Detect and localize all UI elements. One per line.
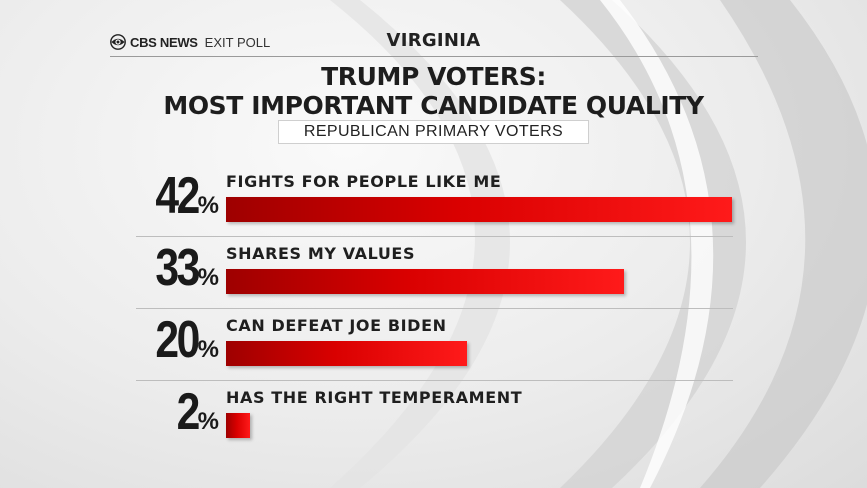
percent-sign: % (197, 192, 219, 219)
brand-suffix: EXIT POLL (204, 34, 271, 50)
brand-name: CBS NEWS (130, 34, 198, 50)
value-number: 42 (155, 167, 200, 225)
row-divider (136, 308, 733, 309)
bar (226, 197, 732, 222)
value-label: 20% (136, 310, 219, 370)
value-number: 20 (155, 311, 200, 369)
category-label: SHARES MY VALUES (226, 244, 416, 263)
header-divider (110, 56, 758, 57)
percent-sign: % (197, 336, 219, 363)
cbs-eye-icon (110, 34, 126, 50)
chart-subtitle: REPUBLICAN PRIMARY VOTERS (278, 120, 589, 144)
brand-logo: CBS NEWS EXIT POLL (110, 33, 270, 51)
category-label: HAS THE RIGHT TEMPERAMENT (226, 388, 523, 407)
percent-sign: % (197, 264, 219, 291)
category-label: CAN DEFEAT JOE BIDEN (226, 316, 447, 335)
value-label: 2% (136, 382, 219, 442)
chart-title: TRUMP VOTERS: MOST IMPORTANT CANDIDATE Q… (100, 62, 767, 120)
chart-title-line-2: MOST IMPORTANT CANDIDATE QUALITY (163, 91, 704, 120)
state-heading: VIRGINIA (386, 30, 481, 51)
bar (226, 341, 467, 366)
bar (226, 413, 251, 438)
value-label: 33% (136, 238, 219, 298)
value-label: 42% (136, 166, 219, 226)
value-number: 2 (176, 383, 200, 441)
bar (226, 269, 624, 294)
category-label: FIGHTS FOR PEOPLE LIKE ME (226, 172, 502, 191)
percent-sign: % (197, 408, 219, 435)
chart-title-line-1: TRUMP VOTERS: (321, 62, 546, 91)
row-divider (136, 236, 733, 237)
value-number: 33 (155, 239, 200, 297)
row-divider (136, 380, 733, 381)
